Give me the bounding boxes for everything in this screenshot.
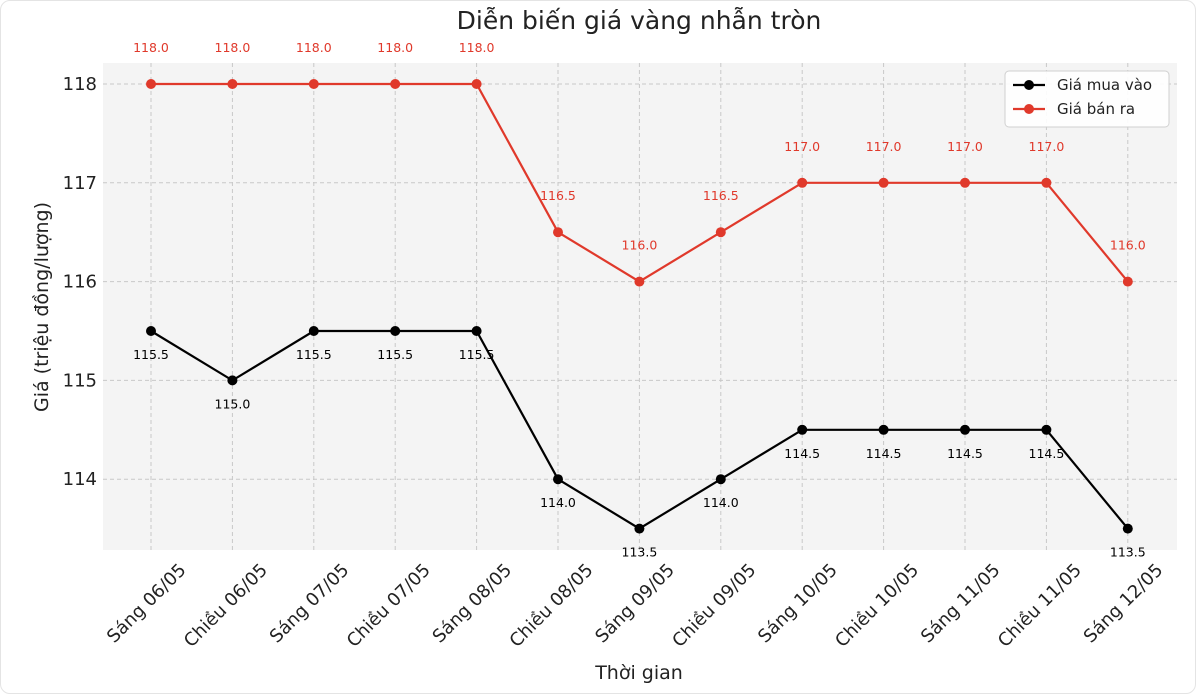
data-label-buy: 113.5 bbox=[1110, 545, 1146, 560]
data-point-buy bbox=[1041, 424, 1052, 435]
data-label-sell: 118.0 bbox=[377, 40, 413, 55]
x-tick-label: Chiều 10/05 bbox=[831, 560, 923, 652]
data-point-sell bbox=[715, 227, 726, 238]
x-tick-label: Chiều 06/05 bbox=[180, 560, 272, 652]
data-point-sell bbox=[1041, 177, 1052, 188]
data-label-sell: 116.5 bbox=[703, 188, 739, 203]
data-label-buy: 115.5 bbox=[133, 347, 169, 362]
data-point-buy bbox=[471, 326, 482, 336]
data-point-sell bbox=[1122, 276, 1133, 287]
y-tick-label: 116 bbox=[63, 272, 97, 293]
data-point-sell bbox=[553, 227, 563, 238]
data-point-sell bbox=[878, 177, 889, 188]
x-tick-label: Sáng 06/05 bbox=[103, 560, 191, 648]
y-tick-label: 118 bbox=[63, 74, 97, 95]
data-point-buy bbox=[797, 424, 808, 435]
legend: Giá mua vào Giá bán ra bbox=[1004, 70, 1170, 128]
data-point-buy bbox=[715, 474, 726, 485]
data-label-sell: 117.0 bbox=[1029, 139, 1065, 154]
x-tick-label: Chiều 09/05 bbox=[668, 560, 760, 652]
data-label-buy: 114.5 bbox=[866, 446, 902, 461]
data-label-sell: 116.5 bbox=[540, 188, 576, 203]
x-tick-label: Sáng 10/05 bbox=[754, 560, 842, 648]
data-label-sell: 118.0 bbox=[133, 40, 169, 55]
data-label-buy: 114.5 bbox=[1029, 446, 1065, 461]
data-point-sell bbox=[390, 79, 401, 89]
data-point-buy bbox=[1122, 523, 1133, 534]
y-axis-label: Giá (triệu đồng/lượng) bbox=[31, 202, 53, 412]
data-point-buy bbox=[227, 375, 238, 386]
y-tick-label: 117 bbox=[63, 173, 97, 194]
data-point-buy bbox=[553, 474, 563, 485]
data-label-buy: 115.0 bbox=[215, 396, 251, 411]
data-point-sell bbox=[471, 79, 482, 89]
data-label-sell: 116.0 bbox=[1110, 238, 1146, 253]
data-point-sell bbox=[797, 177, 808, 188]
data-label-sell: 117.0 bbox=[784, 139, 820, 154]
data-label-sell: 118.0 bbox=[296, 40, 332, 55]
data-point-buy bbox=[878, 424, 889, 435]
x-tick-label: Sáng 08/05 bbox=[429, 560, 517, 648]
x-axis-label: Thời gian bbox=[594, 662, 683, 684]
x-tick-label: Chiều 07/05 bbox=[343, 560, 435, 652]
legend-label-buy: Giá mua vào bbox=[1057, 76, 1152, 94]
data-label-sell: 118.0 bbox=[215, 40, 251, 55]
series-group: 115.5 115.0 115.5 115.5 115.5 114.0 113.5 114.0… bbox=[133, 40, 1146, 560]
y-tick-label: 115 bbox=[63, 370, 97, 391]
data-label-sell: 117.0 bbox=[866, 139, 902, 154]
data-label-buy: 115.5 bbox=[377, 347, 413, 362]
chart-title: Diễn biến giá vàng nhẫn tròn bbox=[457, 6, 822, 35]
legend-box bbox=[1004, 70, 1170, 128]
data-point-buy bbox=[634, 523, 645, 534]
y-axis-ticks: 114 115 116 117 118 bbox=[63, 74, 97, 490]
x-tick-label: Chiều 08/05 bbox=[506, 560, 598, 652]
data-label-buy: 114.0 bbox=[540, 495, 576, 510]
data-point-sell bbox=[146, 79, 156, 89]
data-point-buy bbox=[146, 326, 156, 336]
x-tick-label: Sáng 11/05 bbox=[917, 560, 1005, 648]
x-tick-label: Chiều 11/05 bbox=[994, 560, 1086, 652]
data-point-sell bbox=[227, 79, 238, 89]
x-tick-label: Sáng 12/05 bbox=[1080, 560, 1168, 648]
y-tick-label: 114 bbox=[63, 469, 97, 490]
data-label-buy: 115.5 bbox=[459, 347, 495, 362]
data-label-buy: 115.5 bbox=[296, 347, 332, 362]
data-point-buy bbox=[960, 424, 970, 435]
data-label-sell: 118.0 bbox=[459, 40, 495, 55]
data-label-buy: 114.0 bbox=[703, 495, 739, 510]
plot-area bbox=[103, 63, 1177, 550]
data-point-buy bbox=[390, 326, 401, 336]
legend-marker-sell bbox=[1024, 104, 1034, 114]
data-label-buy: 114.5 bbox=[784, 446, 820, 461]
data-label-sell: 116.0 bbox=[622, 238, 658, 253]
data-point-sell bbox=[634, 276, 645, 287]
legend-label-sell: Giá bán ra bbox=[1057, 100, 1135, 118]
data-point-sell bbox=[308, 79, 319, 89]
x-tick-label: Sáng 07/05 bbox=[266, 560, 354, 648]
legend-marker-buy bbox=[1024, 80, 1034, 90]
x-tick-label: Sáng 09/05 bbox=[591, 560, 679, 648]
data-point-sell bbox=[960, 177, 970, 188]
data-label-sell: 117.0 bbox=[947, 139, 983, 154]
data-label-buy: 113.5 bbox=[622, 545, 658, 560]
data-label-buy: 114.5 bbox=[947, 446, 983, 461]
data-point-buy bbox=[308, 326, 319, 336]
